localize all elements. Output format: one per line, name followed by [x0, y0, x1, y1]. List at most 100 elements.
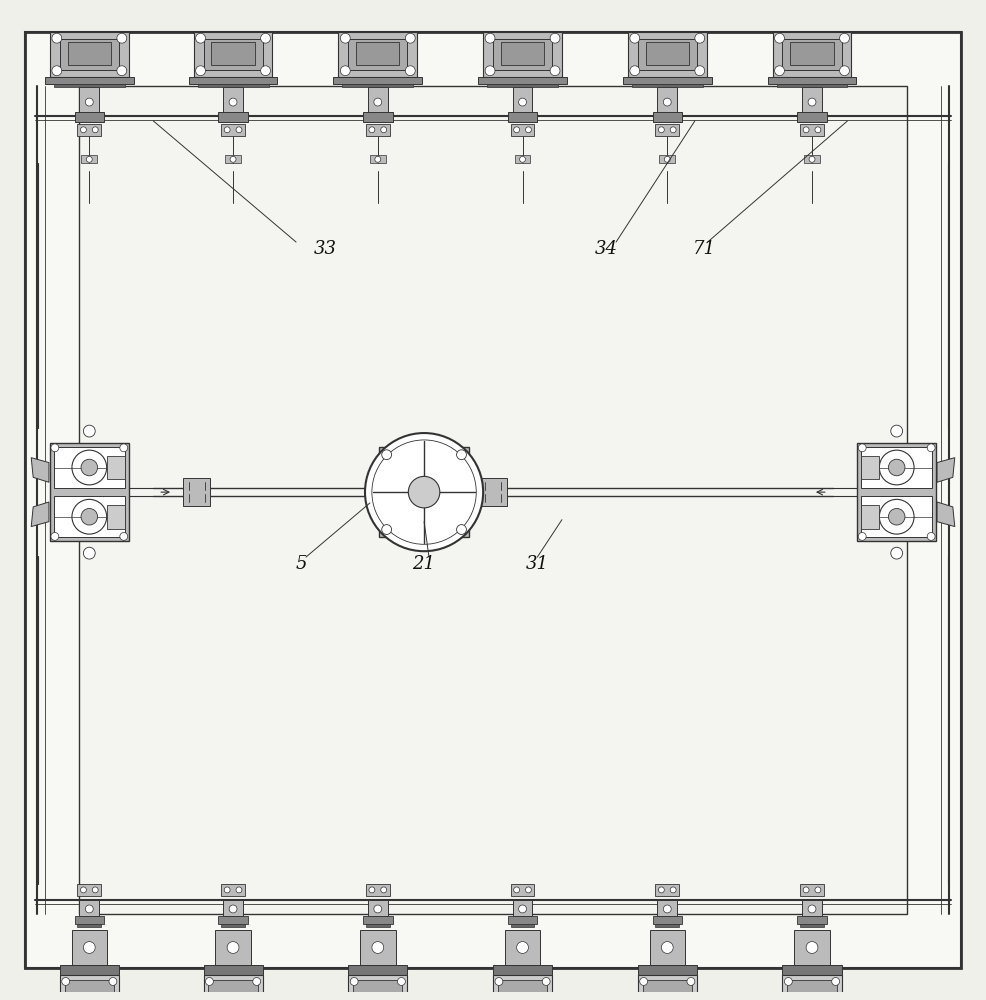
Bar	[215, 930, 250, 965]
Circle shape	[372, 942, 384, 953]
Bar	[508, 112, 537, 122]
Circle shape	[807, 942, 818, 953]
Circle shape	[109, 978, 117, 985]
Text: 31: 31	[526, 555, 549, 573]
Bar	[333, 77, 422, 84]
Circle shape	[365, 433, 483, 551]
Bar	[861, 505, 879, 529]
Bar	[801, 124, 824, 136]
Circle shape	[519, 905, 527, 913]
Bar	[487, 84, 558, 87]
Bar	[656, 124, 679, 136]
Bar	[795, 930, 830, 965]
Bar	[773, 32, 851, 77]
Circle shape	[340, 66, 350, 76]
Bar	[75, 112, 105, 122]
Circle shape	[224, 127, 230, 133]
Circle shape	[227, 942, 239, 953]
Circle shape	[888, 459, 905, 476]
Bar	[511, 884, 534, 896]
Circle shape	[195, 66, 205, 76]
Bar	[658, 87, 677, 120]
Bar	[363, 112, 392, 122]
Circle shape	[495, 978, 503, 985]
Bar	[498, 980, 547, 1000]
Circle shape	[93, 887, 99, 893]
Bar	[638, 975, 697, 1000]
Circle shape	[374, 98, 382, 106]
Bar	[501, 42, 544, 65]
Bar	[203, 965, 262, 975]
Circle shape	[775, 33, 785, 43]
Circle shape	[350, 978, 358, 985]
Bar	[857, 443, 936, 541]
Circle shape	[236, 887, 242, 893]
Bar	[221, 924, 245, 927]
Bar	[513, 87, 532, 120]
Polygon shape	[32, 458, 49, 482]
Bar	[78, 924, 102, 927]
Bar	[45, 77, 134, 84]
Circle shape	[260, 66, 270, 76]
Bar	[348, 965, 407, 975]
Circle shape	[804, 887, 810, 893]
Bar	[632, 84, 703, 87]
Circle shape	[888, 508, 905, 525]
Circle shape	[252, 978, 260, 985]
Circle shape	[927, 532, 935, 540]
Circle shape	[695, 66, 705, 76]
Circle shape	[51, 444, 59, 452]
Circle shape	[120, 532, 128, 540]
Bar	[368, 900, 387, 916]
Circle shape	[117, 66, 127, 76]
Circle shape	[526, 127, 531, 133]
Circle shape	[880, 450, 914, 485]
Circle shape	[381, 127, 387, 133]
Circle shape	[260, 33, 270, 43]
Bar	[60, 965, 119, 975]
Bar	[515, 155, 530, 163]
Circle shape	[810, 156, 815, 162]
Circle shape	[485, 66, 495, 76]
Circle shape	[457, 450, 466, 460]
Circle shape	[520, 156, 526, 162]
Bar	[801, 924, 824, 927]
Bar	[791, 42, 834, 65]
Bar	[107, 456, 125, 479]
Circle shape	[815, 127, 821, 133]
Bar	[656, 924, 679, 927]
Circle shape	[695, 33, 705, 43]
Circle shape	[880, 499, 914, 534]
Circle shape	[375, 156, 381, 162]
Bar	[82, 155, 98, 163]
Bar	[653, 112, 682, 122]
Circle shape	[86, 98, 94, 106]
Bar	[861, 496, 932, 537]
Circle shape	[72, 450, 106, 485]
Polygon shape	[937, 502, 954, 527]
Bar	[479, 478, 507, 506]
Bar	[80, 87, 100, 120]
Circle shape	[815, 887, 821, 893]
Bar	[50, 32, 129, 77]
Bar	[54, 447, 125, 488]
Bar	[379, 447, 469, 537]
Bar	[54, 84, 125, 87]
Bar	[78, 124, 102, 136]
Bar	[798, 112, 827, 122]
Bar	[638, 965, 697, 975]
Bar	[803, 900, 822, 916]
Bar	[348, 39, 407, 70]
Circle shape	[664, 905, 671, 913]
Bar	[208, 980, 257, 1000]
Bar	[107, 505, 125, 529]
Circle shape	[81, 887, 87, 893]
Circle shape	[52, 33, 62, 43]
Circle shape	[542, 978, 550, 985]
Circle shape	[659, 127, 665, 133]
Circle shape	[550, 33, 560, 43]
Bar	[493, 965, 552, 975]
Bar	[221, 884, 245, 896]
Text: 21: 21	[412, 555, 436, 573]
Circle shape	[514, 887, 520, 893]
